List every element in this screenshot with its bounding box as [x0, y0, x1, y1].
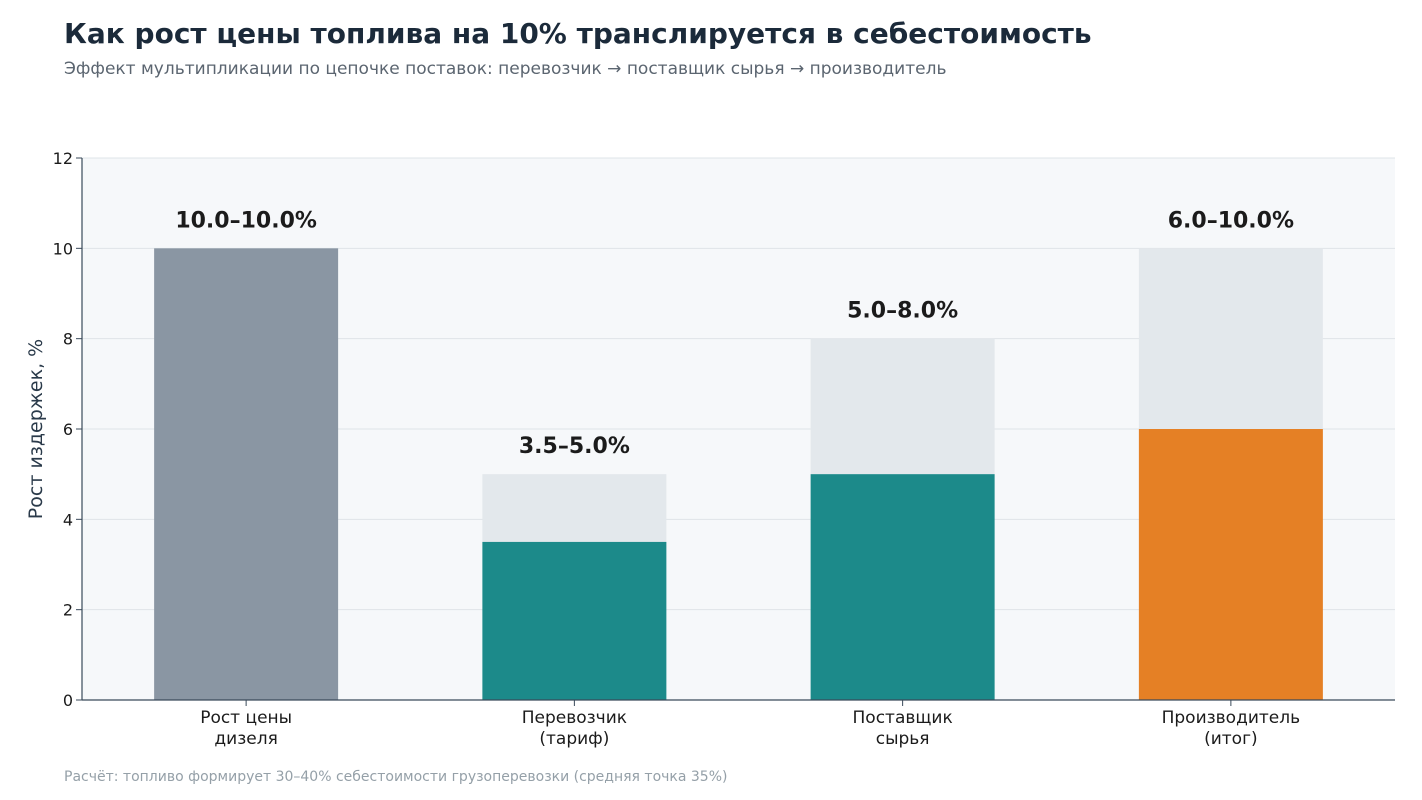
chart-title: Как рост цены топлива на 10% транслирует…: [64, 17, 1092, 50]
bar-range-3: [810, 338, 995, 475]
x-tick-label: Рост цены: [200, 708, 292, 728]
axes: [76, 157, 1395, 706]
y-tick-label: 10: [53, 239, 73, 258]
bar-base-3: [810, 474, 995, 700]
bar-base-2: [482, 541, 667, 700]
bar-base-1: [154, 248, 339, 701]
y-tick-label: 12: [53, 149, 73, 168]
y-tick-label: 4: [63, 510, 73, 529]
x-tick-label: дизеля: [214, 729, 277, 749]
x-tick-label: Перевозчик: [522, 708, 627, 728]
y-tick-label: 0: [63, 691, 73, 710]
x-tick-label: Поставщик: [853, 708, 953, 728]
y-axis-title: Рост издержек, %: [25, 339, 47, 519]
x-tick-label: Производитель: [1162, 708, 1301, 728]
y-tick-label: 2: [63, 601, 73, 620]
value-label-2: 3.5–5.0%: [519, 434, 630, 459]
value-label-3: 5.0–8.0%: [847, 299, 958, 324]
value-label-1: 10.0–10.0%: [175, 208, 317, 233]
x-tick-label: сырья: [876, 729, 930, 749]
x-tick-label: (итог): [1204, 729, 1258, 749]
y-tick-label: 8: [63, 330, 73, 349]
x-tick-label: (тариф): [539, 729, 609, 749]
bars: [154, 248, 1323, 701]
value-label-4: 6.0–10.0%: [1168, 208, 1294, 233]
chart-subtitle: Эффект мультипликации по цепочке поставо…: [64, 59, 947, 79]
y-tick-label: 6: [63, 420, 73, 439]
labels: 0 2 4 6 8 10 12 Рост издержек, % 10.0–10.0% Рост …: [25, 149, 1300, 749]
bar-range-2: [482, 474, 667, 542]
bar-base-4: [1138, 429, 1323, 700]
chart-footnote: Расчёт: топливо формирует 30–40% себесто…: [64, 769, 728, 785]
bar-range-4: [1138, 248, 1323, 429]
